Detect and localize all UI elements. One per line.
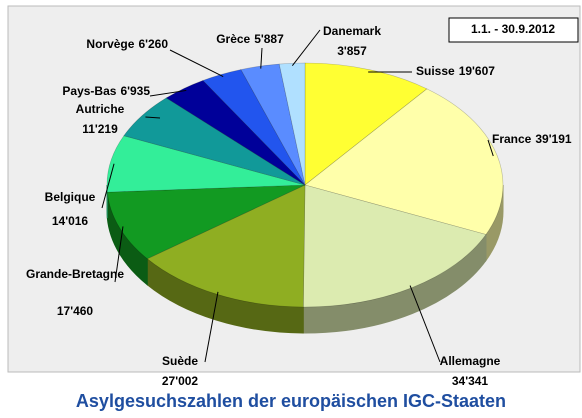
- label-name: Autriche: [76, 102, 125, 116]
- leader-line: [114, 226, 124, 283]
- label-name: Norvège: [86, 37, 134, 51]
- slice: [278, 62, 306, 186]
- leader-line: [169, 49, 224, 78]
- data-label: Pays-Bas 6'935: [62, 84, 150, 98]
- slice: [303, 184, 487, 308]
- label-value: 34'341: [452, 374, 489, 388]
- leader-line: [291, 29, 321, 67]
- slice: [304, 62, 428, 186]
- label-value: 27'002: [162, 374, 199, 388]
- label-name: France: [492, 132, 532, 146]
- annotation-box: [448, 17, 579, 43]
- label-value: 39'191: [535, 132, 572, 146]
- data-label: Suisse 19'607: [416, 64, 495, 78]
- label-value: 6'935: [120, 84, 150, 98]
- slice: [304, 88, 504, 235]
- label-name: Allemagne: [440, 354, 501, 368]
- leader-line: [260, 47, 263, 69]
- label-name: Grèce: [216, 32, 250, 46]
- leader-line: [145, 116, 161, 119]
- data-label: France 39'191: [492, 132, 572, 146]
- label-name: Danemark: [323, 24, 381, 38]
- slice: [107, 184, 306, 260]
- slice: [106, 135, 306, 193]
- slice: [202, 69, 306, 186]
- label-value: 19'607: [459, 64, 496, 78]
- label-value: 5'887: [254, 32, 284, 46]
- label-value: 14'016: [52, 214, 89, 228]
- data-label: Norvège 6'260: [86, 37, 168, 51]
- leader-line: [101, 163, 115, 209]
- label-name: Grande-Bretagne: [26, 267, 124, 281]
- leader-line: [487, 139, 494, 157]
- slice: [165, 80, 306, 186]
- slice: [240, 63, 306, 186]
- chart-title: Asylgesuchszahlen der europäischen IGC-S…: [76, 391, 506, 411]
- label-value: 11'219: [82, 122, 118, 136]
- leader-line: [149, 89, 187, 97]
- annotation: 1.1. - 30.9.2012: [471, 22, 555, 36]
- label-name: Pays-Bas: [62, 84, 116, 98]
- data-label: Grèce 5'887: [216, 32, 284, 46]
- label-name: Suisse: [416, 64, 455, 78]
- slice: [123, 97, 306, 186]
- label-name: Suède: [162, 354, 198, 368]
- label-value: 6'260: [138, 37, 168, 51]
- leader-line: [409, 285, 441, 363]
- label-name: Belgique: [45, 190, 96, 204]
- label-value: 17'460: [57, 304, 94, 318]
- slice: [146, 184, 306, 308]
- leader-line: [204, 291, 219, 363]
- label-value: 3'857: [337, 44, 367, 58]
